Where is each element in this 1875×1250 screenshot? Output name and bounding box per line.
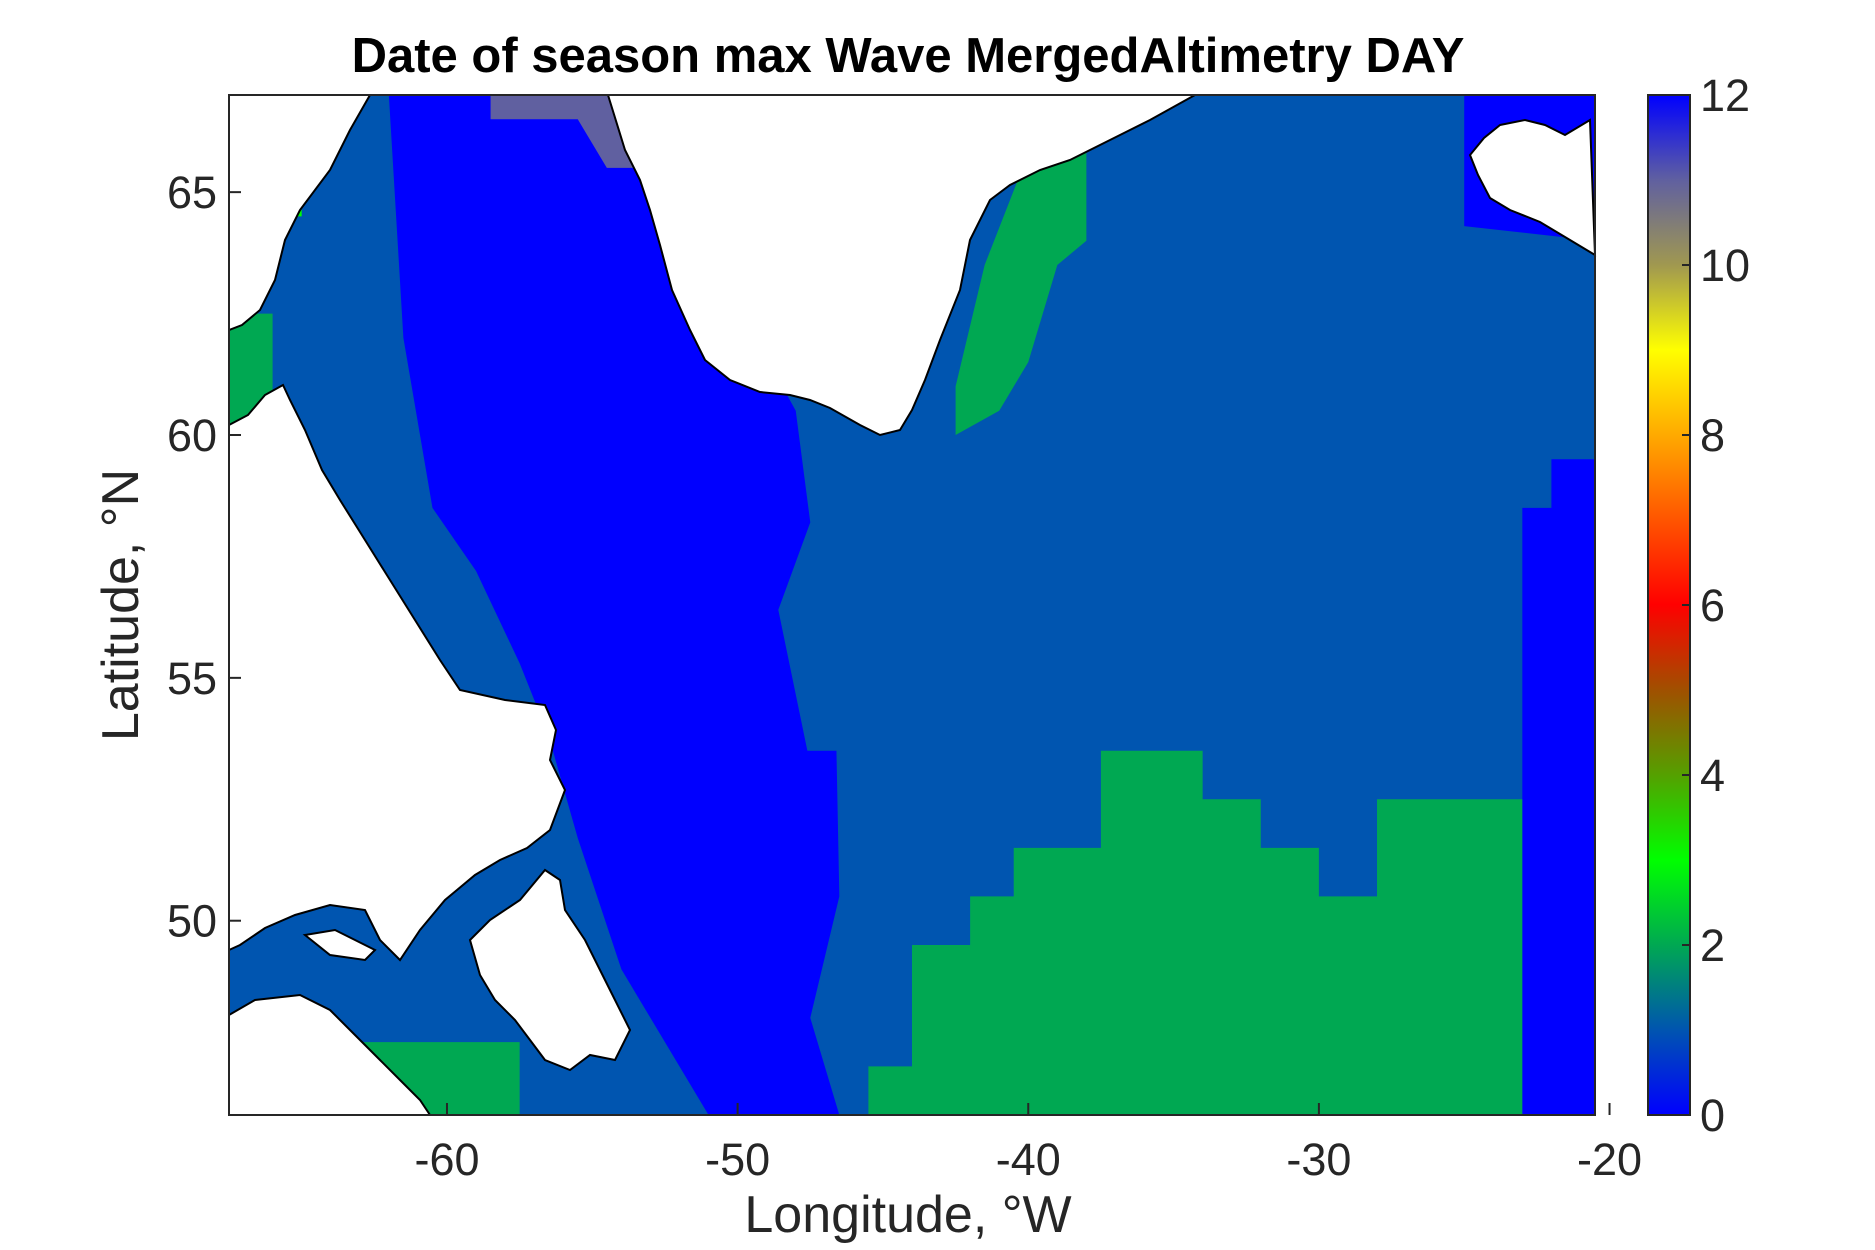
- anticosti-island: [302, 928, 377, 962]
- plot-area: [228, 94, 1597, 1116]
- colorbar-tick-label: 8: [1700, 410, 1725, 461]
- newfoundland-land: [468, 868, 632, 1072]
- x-axis-label: Longitude, °W: [744, 1186, 1071, 1244]
- x-tick-label: -40: [996, 1134, 1061, 1185]
- colorbar-tick-label: 12: [1700, 70, 1750, 121]
- colorbar-tick-label: 2: [1700, 920, 1725, 971]
- iceland-land: [1468, 118, 1597, 257]
- y-tick-label: 65: [167, 167, 217, 218]
- baffin-island-land: [228, 94, 372, 332]
- land-masses: [228, 94, 1597, 1116]
- chart-title: Date of season max Wave MergedAltimetry …: [352, 29, 1465, 83]
- region-greenland-se-coastal-band: [955, 143, 1087, 436]
- y-axis-label: Latitude, °N: [92, 469, 150, 741]
- region-central-atlantic-south-patch: [868, 750, 1595, 1115]
- plot-frame: [228, 94, 1596, 1116]
- x-tick-label: -50: [705, 1134, 770, 1185]
- region-baffin-inlet-top: [490, 95, 636, 168]
- y-tick-label: 50: [167, 896, 217, 947]
- colorbar-tick-label: 0: [1700, 1090, 1725, 1141]
- y-tick-label: 60: [167, 410, 217, 461]
- x-tick-label: -20: [1577, 1134, 1642, 1185]
- region-eastern-boundary-strip: [1522, 459, 1595, 1115]
- x-tick-label: -60: [414, 1134, 479, 1185]
- x-tick-label: -30: [1286, 1134, 1351, 1185]
- colorbar-ticks: 0 2 4 6 8 10 12: [1682, 70, 1750, 1141]
- colorbar: 0 2 4 6 8 10 12: [1647, 70, 1750, 1141]
- north-america-land: [228, 383, 567, 962]
- colorbar-tick-label: 4: [1700, 750, 1725, 801]
- x-axis-ticks: -60 -50 -40 -30 -20: [414, 1103, 1642, 1185]
- colorbar-tick-label: 6: [1700, 580, 1725, 631]
- y-tick-label: 55: [167, 653, 217, 704]
- colorbar-tick-label: 10: [1700, 240, 1750, 291]
- greenland-land: [606, 94, 1199, 437]
- y-axis-ticks: 50 55 60 65: [167, 167, 241, 947]
